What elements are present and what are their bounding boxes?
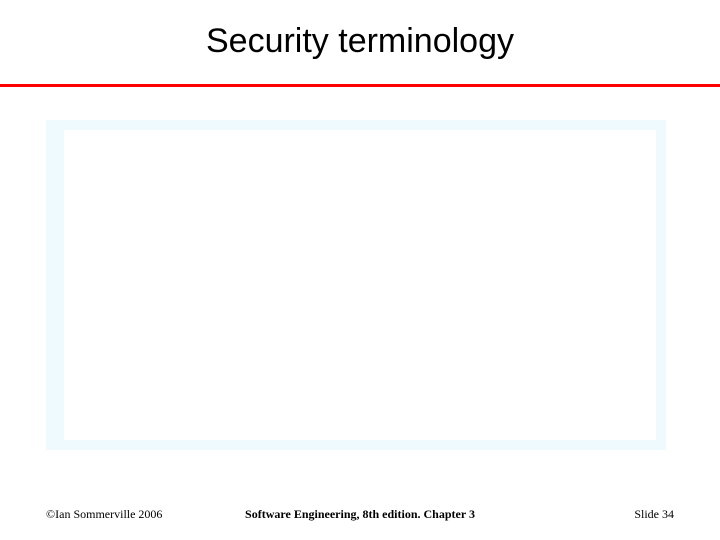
title-underline xyxy=(0,84,720,87)
content-inner xyxy=(64,130,656,440)
footer-center: Software Engineering, 8th edition. Chapt… xyxy=(0,507,720,522)
footer: ©Ian Sommerville 2006 Software Engineeri… xyxy=(0,502,720,522)
content-frame xyxy=(46,120,666,450)
slide: Security terminology ©Ian Sommerville 20… xyxy=(0,0,720,540)
footer-right: Slide 34 xyxy=(634,507,674,522)
slide-title: Security terminology xyxy=(0,22,720,61)
